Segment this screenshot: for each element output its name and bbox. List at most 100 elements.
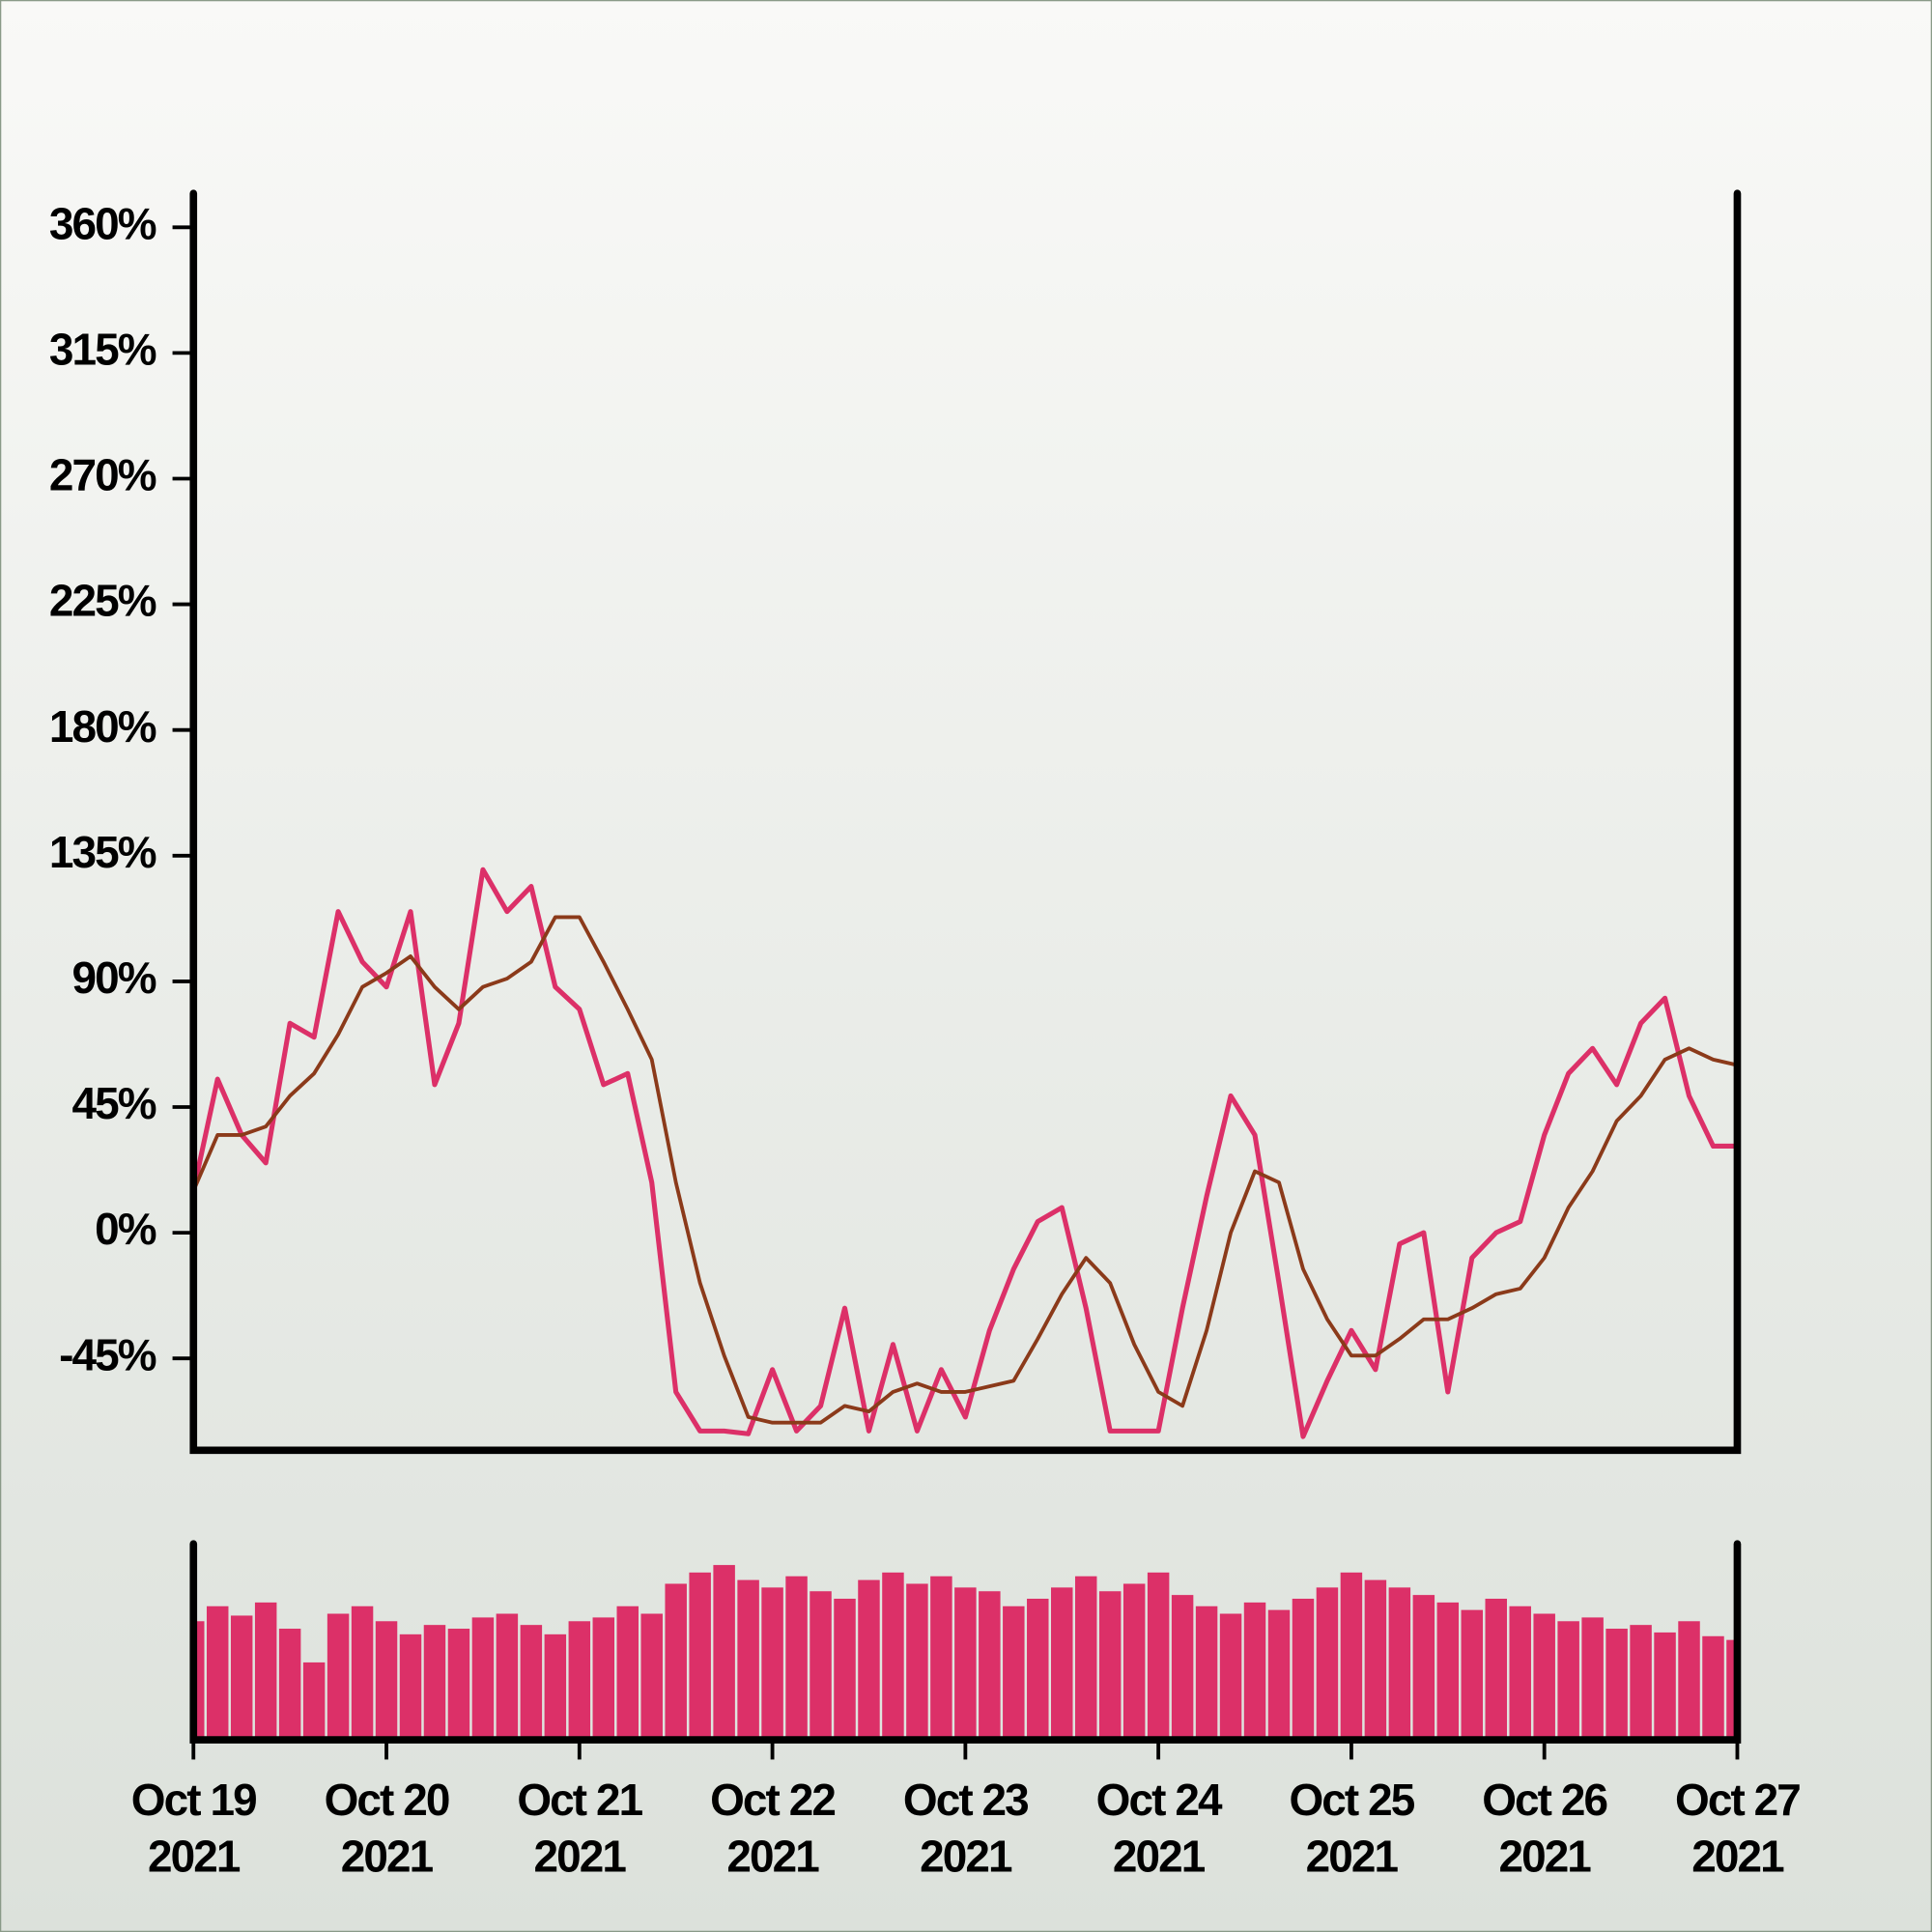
- volume-bar: [1702, 1635, 1724, 1738]
- volume-bar: [689, 1572, 711, 1738]
- volume-bar: [1171, 1595, 1194, 1738]
- volume-bar: [1267, 1609, 1291, 1738]
- volume-bar: [375, 1621, 398, 1738]
- volume-bar: [1533, 1613, 1555, 1738]
- volume-bar: [1003, 1605, 1025, 1738]
- volume-bar: [1726, 1639, 1737, 1738]
- volume-bar: [1074, 1576, 1097, 1738]
- volume-bar: [640, 1613, 663, 1738]
- x-tick-label-box: Oct 24 2021: [1095, 1774, 1223, 1882]
- x-tick-label-box: Oct 21 2021: [517, 1774, 643, 1882]
- y-tick-label: -45%: [59, 1329, 156, 1379]
- volume-bar: [327, 1613, 350, 1738]
- volume-bar: [785, 1576, 808, 1738]
- series-line: [193, 915, 1738, 1425]
- volume-bar: [1461, 1609, 1484, 1738]
- x-tick-label-box: Oct 27 2021: [1675, 1774, 1802, 1882]
- volume-bar: [906, 1583, 928, 1738]
- volume-bar: [1340, 1572, 1363, 1738]
- series-line: [193, 867, 1738, 1439]
- volume-bar: [1243, 1602, 1266, 1738]
- y-tick-label: 0%: [95, 1204, 156, 1254]
- volume-bar: [1316, 1587, 1339, 1738]
- volume-bar: [1122, 1583, 1146, 1738]
- volume-bar: [230, 1615, 253, 1738]
- volume-bar: [665, 1583, 687, 1738]
- volume-bar: [1630, 1625, 1652, 1738]
- x-tick-label: Oct 20 2021: [324, 1774, 451, 1882]
- price-axes: [189, 189, 1742, 1455]
- volume-bar: [930, 1576, 952, 1738]
- volume-bar: [1027, 1599, 1049, 1738]
- x-tick-label: Oct 19 2021: [130, 1774, 258, 1882]
- y-tick-label: 360%: [49, 198, 156, 248]
- volume-bar: [616, 1605, 639, 1738]
- x-tick-label-box: Oct 25 2021: [1289, 1774, 1415, 1882]
- x-tick-label: Oct 23 2021: [902, 1774, 1030, 1882]
- x-tick-label-box: Oct 23 2021: [902, 1774, 1030, 1882]
- volume-bar: [520, 1625, 543, 1738]
- x-tick-label: Oct 26 2021: [1482, 1774, 1608, 1882]
- volume-bar: [1195, 1605, 1218, 1738]
- volume-bar: [1436, 1602, 1460, 1738]
- ticks: Oct 19 2021 Oct 20 2021 Oct 21 2021 Oct 22 …: [49, 198, 1802, 1882]
- y-tick-label: 180%: [49, 701, 156, 752]
- volume-bar: [1292, 1599, 1315, 1738]
- volume-bar: [1581, 1617, 1604, 1738]
- volume-bar: [1678, 1621, 1700, 1738]
- volume-bar: [592, 1617, 615, 1738]
- volume-bar: [1485, 1599, 1507, 1738]
- x-tick-label-box: Oct 22 2021: [710, 1774, 837, 1882]
- x-tick-label: Oct 24 2021: [1095, 1774, 1223, 1882]
- y-tick-label: 45%: [72, 1078, 156, 1128]
- volume-bar: [858, 1579, 880, 1738]
- volume-bar: [1388, 1587, 1411, 1738]
- volume-bar: [399, 1634, 422, 1738]
- x-tick-label: Oct 22 2021: [710, 1774, 837, 1882]
- y-tick-label: 315%: [49, 325, 156, 375]
- y-tick-label: 90%: [72, 952, 156, 1003]
- volume-bar: [544, 1634, 567, 1738]
- volume-bar: [206, 1605, 229, 1738]
- volume-bar: [278, 1629, 301, 1738]
- volume-bar: [810, 1591, 832, 1738]
- volume-bar: [568, 1621, 591, 1738]
- price-plot: [193, 867, 1738, 1439]
- volume-bar: [1412, 1595, 1435, 1738]
- volume-bar: [351, 1605, 374, 1738]
- x-tick-label: Oct 21 2021: [517, 1774, 643, 1882]
- x-tick-label-box: Oct 20 2021: [324, 1774, 451, 1882]
- volume-bar: [1557, 1621, 1579, 1738]
- volume-bar: [1098, 1591, 1122, 1738]
- volume-bar: [1654, 1632, 1676, 1738]
- volume-bar: [194, 1621, 205, 1738]
- volume-bar: [954, 1587, 977, 1738]
- volume-bar: [1605, 1629, 1628, 1738]
- volume-bar: [1364, 1579, 1387, 1738]
- volume-bar: [761, 1587, 783, 1738]
- x-tick-label: Oct 27 2021: [1675, 1774, 1802, 1882]
- volume-bar: [713, 1565, 735, 1738]
- volume-bar: [882, 1572, 904, 1738]
- x-tick-label: Oct 25 2021: [1289, 1774, 1415, 1882]
- volume-bar: [1509, 1605, 1531, 1738]
- volume-bar: [737, 1579, 759, 1738]
- y-tick-label: 135%: [49, 827, 156, 877]
- volume-bar: [302, 1662, 326, 1738]
- volume-bar: [834, 1599, 856, 1738]
- x-tick-label-box: Oct 26 2021: [1482, 1774, 1608, 1882]
- volume-bar: [496, 1613, 519, 1738]
- volume-bar: [979, 1591, 1001, 1738]
- volume-plot: [194, 1565, 1737, 1738]
- volume-bar: [1219, 1613, 1242, 1738]
- volume-bar: [423, 1625, 446, 1738]
- x-tick-label-box: Oct 19 2021: [130, 1774, 258, 1882]
- y-tick-label: 225%: [49, 576, 156, 626]
- volume-bar: [1147, 1572, 1170, 1738]
- volume-bar: [1051, 1587, 1073, 1738]
- volume-bar: [254, 1602, 277, 1738]
- volume-bar: [471, 1617, 495, 1738]
- volume-bar: [447, 1629, 470, 1738]
